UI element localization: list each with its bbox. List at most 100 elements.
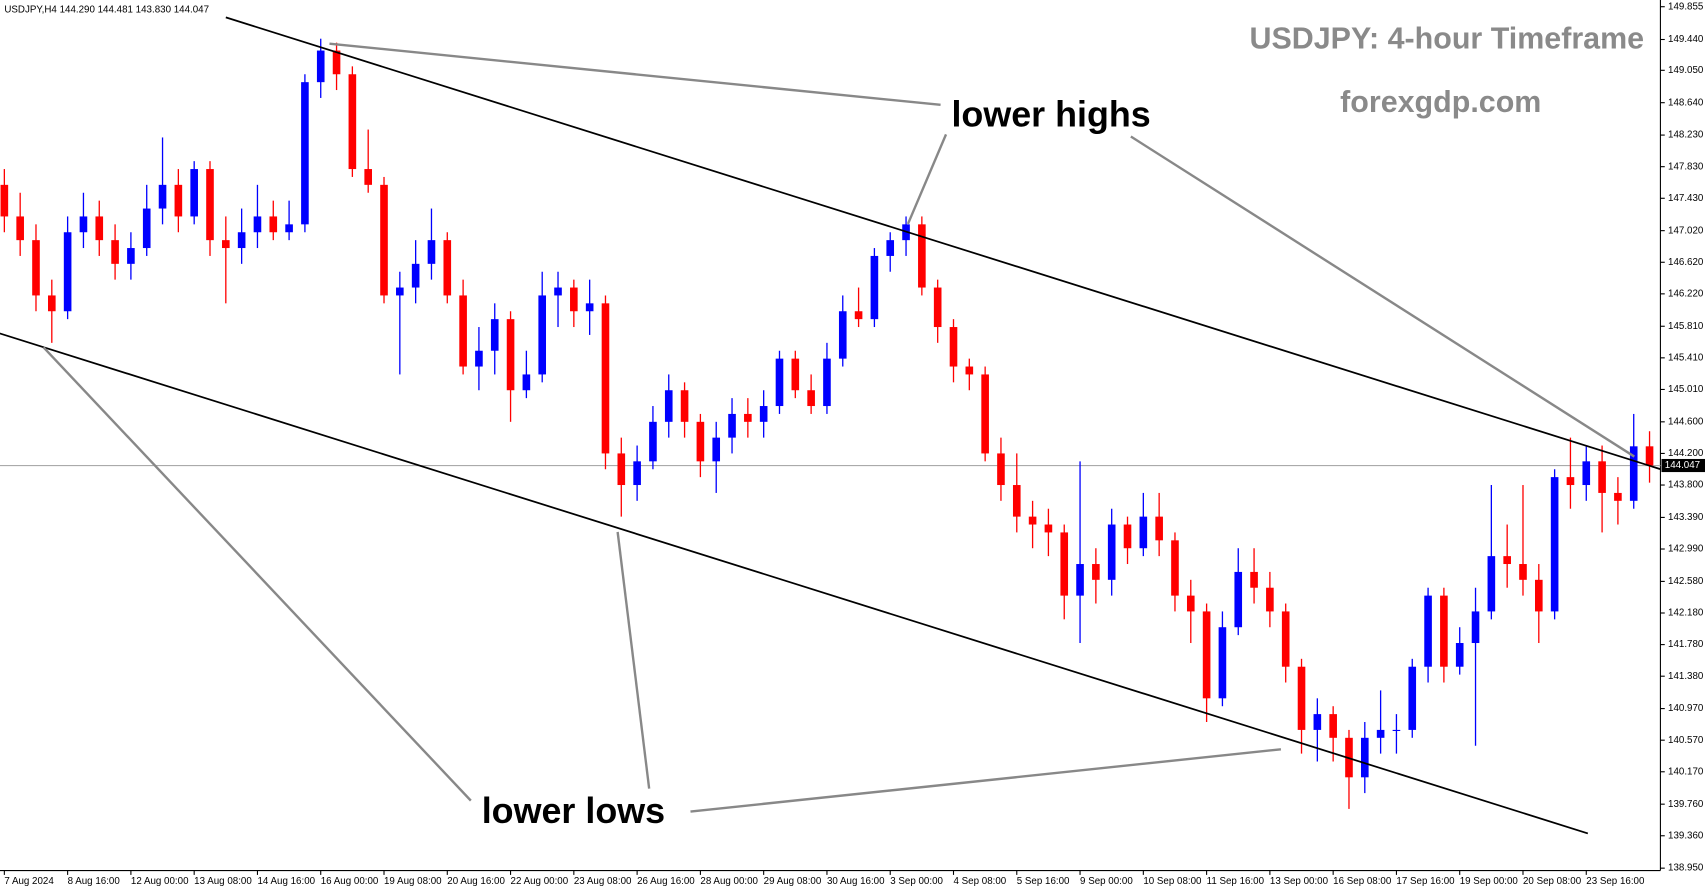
candle-body (712, 437, 721, 462)
candle-body (1028, 516, 1037, 525)
candle-body (1519, 564, 1527, 580)
y-tick-label: 147.430 (1668, 193, 1704, 204)
candle-body (127, 248, 135, 264)
chart-title: USDJPY: 4-hour Timeframe (1250, 21, 1645, 55)
candle-body (759, 406, 768, 422)
candle-body (664, 390, 673, 422)
pointer-line (42, 346, 472, 802)
y-tick-label: 142.180 (1668, 608, 1704, 619)
candle-body (48, 295, 56, 312)
candle-body (490, 319, 499, 351)
candle-body (411, 263, 420, 288)
y-tick-label: 147.830 (1668, 161, 1704, 172)
candle-body (1629, 446, 1638, 501)
candle-body (886, 240, 895, 256)
candle-body (269, 216, 278, 233)
candle-body (506, 319, 515, 391)
x-tick-label: 13 Sep 00:00 (1270, 876, 1329, 887)
x-tick-label: 23 Sep 16:00 (1586, 876, 1645, 887)
x-tick-label: 20 Sep 08:00 (1523, 876, 1582, 887)
trendline (225, 16, 1661, 471)
x-tick-label: 4 Sep 08:00 (954, 876, 1007, 887)
candle-body (633, 461, 641, 486)
candle-body (1171, 540, 1179, 596)
y-tick-label: 148.230 (1668, 130, 1704, 141)
candle-body (1218, 627, 1227, 699)
candle-body (427, 240, 436, 264)
candle-body (744, 413, 752, 422)
candle-body (1250, 571, 1258, 588)
candle-body (680, 390, 689, 422)
y-tick-label: 149.855 (1668, 1, 1704, 12)
candle-body (95, 216, 104, 241)
y-tick-label: 146.220 (1668, 288, 1704, 299)
candle-body (1535, 579, 1543, 612)
y-tick-label: 145.410 (1668, 352, 1704, 363)
candle-body (0, 184, 9, 217)
candle-body (775, 358, 784, 407)
y-tick-label: 147.020 (1668, 225, 1704, 236)
candle-body (1297, 666, 1306, 730)
y-tick-label: 145.810 (1668, 321, 1704, 332)
candle-body (1107, 524, 1116, 580)
candle-body (1645, 446, 1654, 466)
x-tick-label: 23 Aug 08:00 (574, 876, 632, 887)
y-tick-label: 138.950 (1668, 863, 1704, 874)
candle-body (554, 287, 562, 296)
candle-body (1234, 571, 1243, 628)
y-tick-label: 149.440 (1668, 34, 1704, 45)
x-tick-label: 29 Aug 08:00 (764, 876, 822, 887)
candle-body (1455, 643, 1464, 667)
candle-body (1092, 564, 1100, 580)
y-tick-label: 144.200 (1668, 448, 1704, 459)
candle-body (16, 216, 24, 241)
y-tick-label: 139.360 (1668, 830, 1704, 841)
candle-body (1012, 485, 1021, 517)
candle-body (807, 390, 815, 407)
y-tick-label: 142.580 (1668, 576, 1704, 587)
candle-body (443, 240, 452, 296)
candle-body (253, 216, 262, 233)
candle-body (1503, 556, 1511, 565)
candle-body (1155, 516, 1163, 541)
y-tick-label: 146.620 (1668, 257, 1704, 268)
x-tick-label: 16 Aug 00:00 (321, 876, 379, 887)
x-tick-label: 14 Aug 16:00 (257, 876, 315, 887)
annotation: lower lows (482, 790, 665, 831)
candle-body (649, 421, 657, 462)
candle-body (1044, 524, 1053, 533)
candle-body (1281, 611, 1290, 667)
candle-body (570, 287, 578, 312)
candle-body (1313, 714, 1322, 730)
candle-body (728, 413, 736, 438)
candle-body (601, 303, 610, 454)
candle-body (1123, 524, 1132, 549)
x-tick-label: 5 Sep 16:00 (1017, 876, 1070, 887)
candle-body (79, 216, 88, 233)
pointer-line (329, 42, 941, 107)
x-tick-label: 19 Aug 08:00 (384, 876, 442, 887)
candle-body (1408, 666, 1417, 730)
candle-body (870, 255, 879, 320)
candle-body (190, 169, 198, 217)
candle-body (475, 350, 483, 367)
x-tick-label: 12 Aug 00:00 (131, 876, 189, 887)
candle-body (301, 82, 309, 225)
candle-body (1424, 595, 1432, 667)
x-tick-label: 7 Aug 2024 (4, 876, 54, 887)
x-tick-label: 13 Aug 08:00 (194, 876, 252, 887)
candle-body (1076, 564, 1084, 596)
candle-body (1550, 477, 1559, 612)
trendline (0, 332, 1589, 835)
y-tick-label: 149.050 (1668, 65, 1704, 76)
candle-body (823, 358, 831, 407)
candle-body (174, 184, 183, 217)
candle-body (918, 224, 926, 288)
candle-body (997, 453, 1005, 486)
y-tick-label: 148.640 (1668, 97, 1704, 108)
x-tick-label: 11 Sep 16:00 (1207, 876, 1265, 887)
candle-body (965, 366, 974, 375)
x-tick-label: 28 Aug 00:00 (700, 876, 758, 887)
pointer-line (616, 531, 651, 789)
